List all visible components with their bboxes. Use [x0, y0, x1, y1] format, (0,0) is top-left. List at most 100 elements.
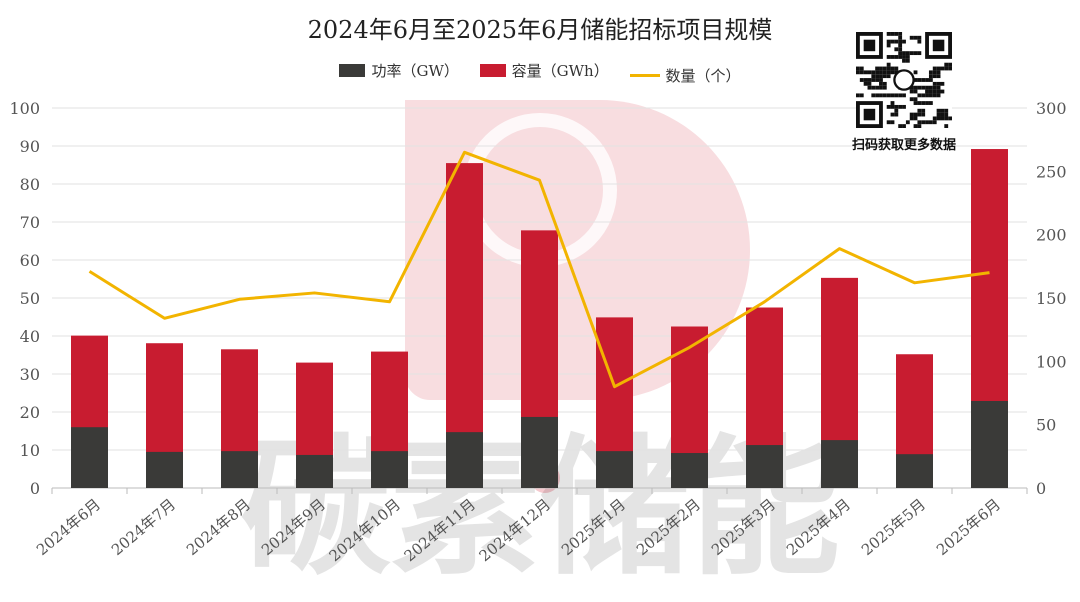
bar-power	[146, 451, 183, 488]
qr-module	[894, 39, 899, 44]
qr-module	[902, 124, 906, 128]
qr-module	[902, 51, 906, 56]
qr-module	[875, 66, 880, 71]
legend-label: 数量（个）	[665, 67, 741, 85]
qr-module	[879, 74, 883, 79]
qr-module	[925, 89, 929, 94]
y-left-tick-label: 50	[20, 289, 40, 308]
qr-module	[925, 93, 929, 98]
y-left-tick-label: 80	[20, 175, 40, 194]
qr-module	[932, 66, 937, 71]
qr-module	[886, 55, 891, 59]
qr-module	[913, 35, 918, 40]
y-left-tick-label: 10	[20, 441, 40, 460]
qr-module	[921, 101, 926, 105]
qr-module	[936, 116, 941, 121]
qr-module	[936, 85, 941, 90]
qr-module	[882, 93, 887, 98]
qr-module	[944, 116, 949, 121]
qr-module	[879, 66, 883, 71]
qr-module	[921, 78, 926, 82]
qr-module	[913, 89, 918, 94]
qr-module	[936, 89, 941, 94]
qr-module	[913, 97, 918, 102]
qr-module	[936, 108, 941, 113]
qr-module	[925, 120, 929, 125]
qr-module	[928, 120, 933, 125]
qr-module	[921, 108, 926, 113]
legend: 功率（GW） 容量（GWh） 数量（个）	[0, 60, 1080, 86]
qr-module	[917, 78, 922, 82]
qr-module	[944, 62, 949, 67]
qr-module	[894, 104, 899, 109]
qr-module	[882, 66, 887, 71]
y-left-tick-label: 70	[20, 213, 40, 232]
qr-module	[890, 101, 895, 105]
line-count	[88, 150, 990, 389]
qr-module	[913, 78, 918, 82]
qr-module	[932, 85, 937, 90]
legend-label: 容量（GWh）	[511, 62, 609, 80]
qr-module	[898, 47, 903, 52]
qr-module	[940, 116, 945, 121]
legend-item-count: 数量（个）	[629, 65, 741, 86]
qr-module	[917, 85, 922, 90]
x-tick-label: 2024年6月	[33, 495, 104, 559]
legend-item-capacity: 容量（GWh）	[479, 60, 609, 81]
qr-finder-core	[932, 39, 945, 52]
qr-module	[890, 93, 895, 98]
qr-module	[940, 66, 945, 71]
qr-module	[898, 55, 903, 59]
bar-power	[896, 454, 933, 488]
qr-caption: 扫码获取更多数据	[851, 138, 956, 153]
qr-module	[917, 108, 922, 113]
qr-module	[921, 85, 926, 90]
qr-module	[944, 66, 949, 71]
qr-module	[948, 62, 952, 67]
y-right-tick-label: 150	[1036, 289, 1067, 308]
qr-module	[882, 85, 887, 90]
qr-module	[917, 101, 922, 105]
qr-module	[894, 55, 899, 59]
qr-module	[882, 81, 887, 86]
qr-module	[886, 70, 891, 75]
qr-module	[856, 93, 860, 98]
qr-module	[871, 85, 876, 90]
qr-module	[902, 58, 906, 63]
legend-swatch	[629, 74, 660, 77]
qr-module	[936, 70, 941, 75]
qr-module	[871, 78, 876, 82]
qr-module	[886, 74, 891, 79]
qr-module	[894, 108, 899, 113]
qr-module	[871, 70, 876, 75]
qr-module	[909, 97, 914, 102]
qr-module	[863, 78, 868, 82]
qr-module	[898, 35, 903, 40]
qr-module	[932, 70, 937, 75]
qr-module	[886, 43, 891, 48]
qr-module	[917, 93, 922, 98]
qr-module	[932, 93, 937, 98]
qr-module	[928, 78, 933, 82]
chart-title: 2024年6月至2025年6月储能招标项目规模	[307, 16, 773, 44]
qr-module	[898, 51, 903, 56]
qr-module	[875, 93, 880, 98]
qr-module	[871, 93, 876, 98]
y-right-tick-label: 50	[1036, 416, 1056, 435]
qr-module	[863, 70, 868, 75]
y-left-tick-label: 20	[20, 403, 40, 422]
qr-module	[905, 120, 910, 125]
qr-module	[932, 74, 937, 79]
y-left-tick-label: 100	[9, 99, 40, 118]
qr-module	[898, 32, 903, 36]
bar-power	[746, 445, 783, 488]
qr-module	[902, 55, 906, 59]
qr-module	[902, 104, 906, 109]
qr-module	[886, 62, 891, 67]
bar-power	[371, 451, 408, 488]
qr-module	[886, 104, 891, 109]
qr-module	[913, 51, 918, 56]
qr-module	[875, 74, 880, 79]
